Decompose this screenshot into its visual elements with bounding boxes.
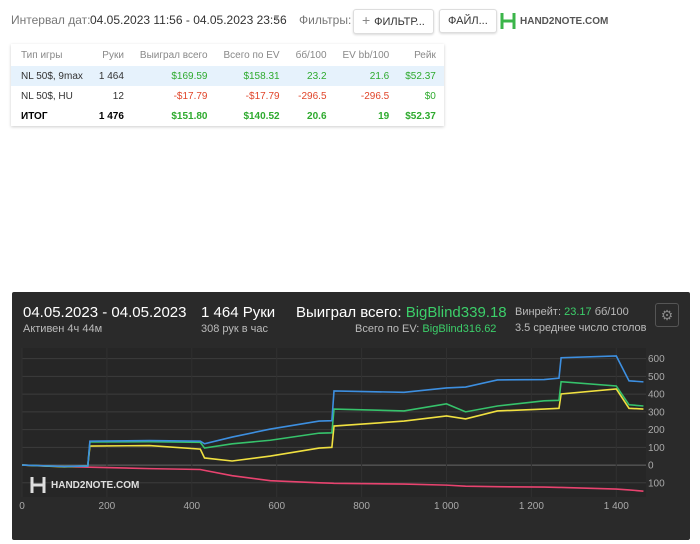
chart-panel: 04.05.2023 - 04.05.2023 Активен 4ч 44м 1… — [12, 292, 690, 540]
won-label: Выиграл всего: — [296, 304, 402, 321]
ev-label: Всего по EV: — [355, 323, 420, 335]
panel-dates: 04.05.2023 - 04.05.2023 — [23, 304, 187, 321]
filter-button[interactable]: + ФИЛЬТР... — [353, 9, 434, 34]
winrate-unit: бб/100 — [594, 306, 629, 318]
panel-tables: 3.5 среднее число столов — [515, 322, 647, 334]
table-cell: -296.5 — [298, 90, 327, 102]
panel-hands: 1 464 Руки — [201, 304, 276, 321]
watermark: HAND2NOTE.COM — [30, 476, 139, 494]
column-header: EV bb/100 — [342, 49, 390, 61]
table-cell: -296.5 — [360, 90, 390, 102]
winrate-value: 23.17 — [564, 306, 592, 318]
column-header: Руки — [102, 49, 124, 61]
y-tick-label: 500 — [648, 372, 665, 383]
panel-winrate: Винрейт: 23.17 бб/100 — [515, 306, 629, 318]
table-cell: 21.6 — [369, 70, 390, 82]
y-tick-label: 200 — [648, 425, 665, 436]
table-cell: 12 — [112, 90, 124, 102]
watermark-icon — [30, 477, 46, 493]
table-cell: $140.52 — [243, 110, 280, 122]
series-line — [21, 355, 644, 468]
table-cell: -$17.79 — [173, 90, 208, 102]
date-label: Интервал дат: — [11, 13, 91, 27]
winrate-label: Винрейт: — [515, 306, 562, 318]
x-tick-label: 1 400 — [604, 501, 629, 512]
x-tick-label: 400 — [183, 501, 200, 512]
file-button[interactable]: ФАЙЛ... — [439, 9, 497, 33]
table-header: Тип игры Руки Выиграл всего Всего по EV бб/1… — [11, 44, 444, 66]
watermark-text: HAND2NOTE.COM — [51, 479, 140, 491]
y-tick-label: 600 — [648, 354, 665, 365]
column-header: бб/100 — [295, 49, 327, 61]
table: Тип игры Руки Выиграл всего Всего по EV бб/1… — [11, 44, 444, 126]
table-cell: 23.2 — [307, 70, 327, 82]
plot-area — [22, 348, 646, 497]
y-tick-label: 100 — [648, 478, 665, 489]
column-header: Рейк — [414, 49, 436, 61]
y-tick-label: 400 — [648, 390, 665, 401]
table-cell: -$17.79 — [245, 90, 280, 102]
x-tick-label: 600 — [268, 501, 285, 512]
panel-rate: 308 рук в час — [201, 323, 269, 335]
table-cell: NL 50$, 9max — [21, 70, 83, 82]
logo: HAND2NOTE.COM — [500, 12, 608, 30]
series-line — [21, 464, 644, 492]
series-line — [21, 388, 644, 468]
filters-label: Фильтры: — [299, 13, 352, 27]
dropdown-arrow[interactable]: ▼ — [272, 13, 281, 23]
table-cell: $52.37 — [405, 110, 436, 122]
column-header: Выиграл всего — [139, 49, 208, 61]
filter-button-text: ФИЛЬТР... — [374, 16, 425, 28]
x-tick-label: 800 — [353, 501, 370, 512]
table-cell: $158.31 — [243, 70, 280, 82]
table-row: NL 50$, HU 12 -$17.79 -$17.79 -296.5 -296.5 $0 — [11, 86, 444, 106]
table-cell: 1 464 — [98, 70, 124, 82]
table-cell: $52.37 — [405, 70, 436, 82]
table-cell: $169.59 — [171, 70, 208, 82]
won-value: BigBlind339.18 — [405, 304, 507, 321]
table-cell: NL 50$, HU — [21, 90, 73, 102]
series-line — [21, 380, 644, 468]
ev-value: BigBlind316.62 — [422, 323, 497, 335]
y-tick-label: 300 — [648, 407, 665, 418]
column-header: Всего по EV — [223, 49, 280, 61]
y-tick-label: 100 — [648, 443, 665, 454]
settings-button[interactable]: ⚙ — [655, 303, 679, 327]
panel-won: Выиграл всего: BigBlind339.18 — [296, 304, 507, 321]
table-cell: ИТОГ — [21, 110, 48, 122]
panel-active: Активен 4ч 44м — [23, 323, 103, 335]
table-cell: 1 476 — [98, 110, 124, 122]
logo-text: HAND2NOTE.COM — [520, 15, 609, 27]
logo-icon — [500, 13, 516, 29]
date-range[interactable]: 04.05.2023 11:56 - 04.05.2023 23:56 — [90, 13, 287, 27]
x-tick-label: 200 — [99, 501, 116, 512]
x-tick-label: 1 200 — [519, 501, 544, 512]
table-cell: 20.6 — [307, 110, 327, 122]
table-row: ИТОГ 1 476 $151.80 $140.52 20.6 19 $52.37 — [11, 106, 444, 126]
y-tick-label: 0 — [648, 461, 654, 472]
stats-table: Тип игры Руки Выиграл всего Всего по EV бб/1… — [11, 44, 444, 126]
file-button-text: ФАЙЛ... — [448, 15, 488, 27]
column-header: Тип игры — [21, 49, 63, 61]
x-tick-label: 0 — [19, 501, 25, 512]
table-cell: $0 — [424, 90, 436, 102]
table-cell: 19 — [378, 110, 390, 122]
table-cell: $151.80 — [171, 110, 208, 122]
panel-ev: Всего по EV: BigBlind316.62 — [355, 323, 496, 335]
x-tick-label: 1 000 — [434, 501, 459, 512]
table-row: NL 50$, 9max 1 464 $169.59 $158.31 23.2 21.6 $… — [11, 66, 444, 86]
